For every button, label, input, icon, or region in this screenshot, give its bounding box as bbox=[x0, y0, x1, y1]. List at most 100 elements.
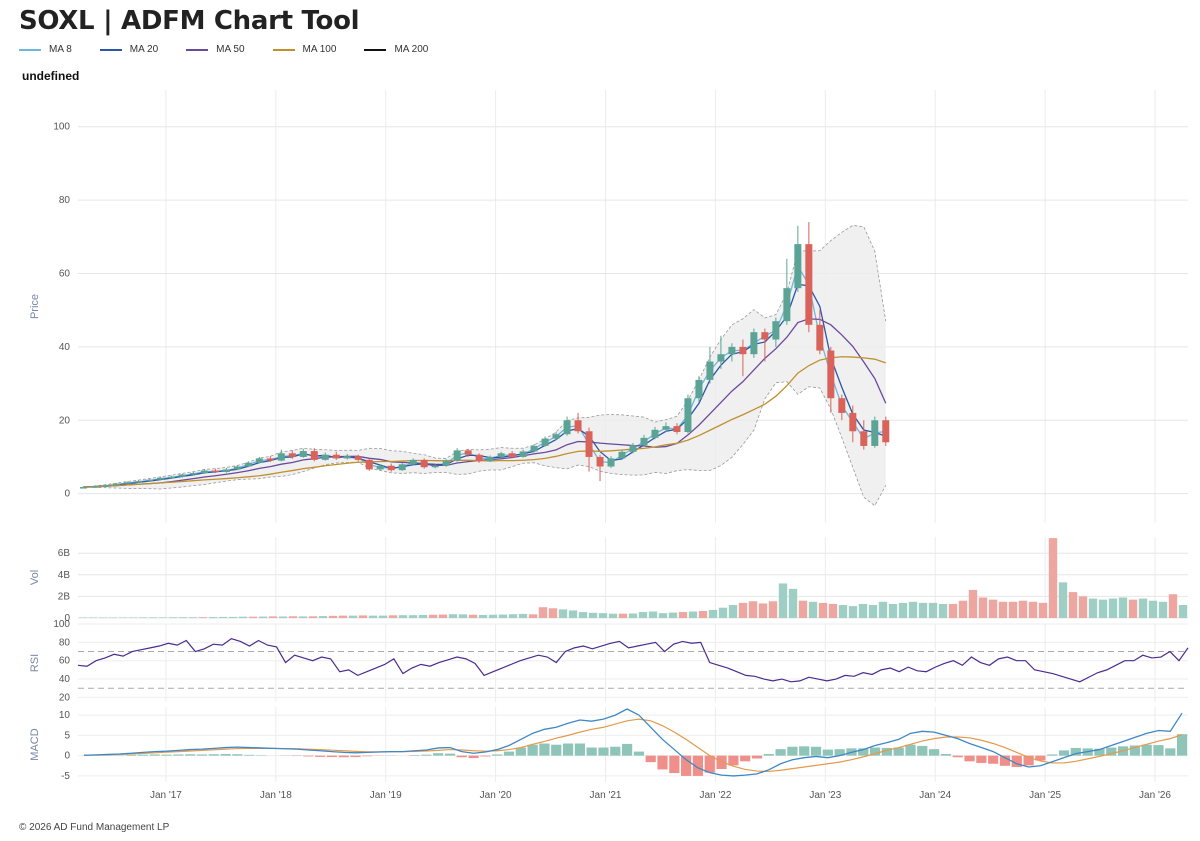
legend-item-ma100[interactable]: MA 100 bbox=[272, 44, 337, 55]
candle-body-down bbox=[420, 459, 428, 468]
macd-histogram-bar-positive bbox=[1058, 750, 1070, 756]
volume-bar-down bbox=[1048, 538, 1058, 618]
volume-bar-down bbox=[958, 600, 968, 618]
volume-bar-down bbox=[528, 614, 538, 618]
volume-bar-up bbox=[728, 605, 738, 618]
candle-body-up bbox=[486, 456, 494, 462]
x-tick-label: Jan '24 bbox=[919, 790, 951, 801]
candle-body-down bbox=[464, 450, 472, 455]
legend-swatch-ma100 bbox=[272, 48, 295, 51]
volume-tick-label: 0 bbox=[64, 613, 70, 624]
candle-body-up bbox=[101, 485, 109, 487]
legend-item-ma200[interactable]: MA 200 bbox=[364, 44, 428, 55]
candle-body-down bbox=[838, 398, 846, 413]
macd-axis-label: MACD bbox=[29, 728, 41, 760]
volume-bar-up bbox=[918, 602, 928, 618]
candle-body-up bbox=[189, 473, 197, 475]
macd-histogram-bar-positive bbox=[503, 751, 515, 756]
macd-histogram-bar-positive bbox=[905, 744, 916, 756]
macd-histogram-bar-positive bbox=[137, 754, 149, 756]
volume-bar-up bbox=[78, 617, 88, 618]
volume-bar-up bbox=[848, 606, 858, 618]
macd-histogram-bar-positive bbox=[810, 746, 822, 756]
candle-body-down bbox=[585, 431, 593, 457]
legend-label-ma100: MA 100 bbox=[302, 44, 337, 55]
volume-bar-up bbox=[578, 612, 588, 618]
macd-histogram-bar-positive bbox=[621, 743, 633, 756]
rsi-tick-label: 20 bbox=[59, 692, 71, 703]
legend-swatch-ma200 bbox=[364, 48, 387, 51]
macd-tick-label: -5 bbox=[61, 771, 70, 782]
volume-bar-up bbox=[178, 617, 188, 618]
legend-item-ma20[interactable]: MA 20 bbox=[99, 44, 158, 55]
candle-body-up bbox=[684, 398, 692, 432]
candle-body-up bbox=[794, 244, 802, 289]
candle-body-down bbox=[475, 454, 483, 462]
volume-bar-down bbox=[538, 607, 548, 618]
volume-bar-up bbox=[858, 603, 868, 618]
macd-histogram-bar-positive bbox=[149, 754, 160, 756]
macd-tick-label: 5 bbox=[64, 730, 70, 741]
volume-tick-label: 2B bbox=[58, 591, 71, 602]
candle-body-up bbox=[233, 466, 241, 470]
macd-histogram-bar-positive bbox=[1165, 748, 1176, 756]
candle-body-up bbox=[772, 321, 780, 340]
macd-histogram-bar-negative bbox=[326, 755, 337, 758]
macd-histogram-bar-positive bbox=[799, 746, 810, 756]
price-tick-label: 60 bbox=[59, 268, 71, 279]
price-axis-label: Price bbox=[29, 294, 41, 319]
legend-label-ma8: MA 8 bbox=[49, 44, 72, 55]
candle-body-up bbox=[255, 458, 263, 463]
candle-body-up bbox=[112, 483, 120, 486]
price-tick-label: 100 bbox=[53, 122, 70, 133]
candle-body-down bbox=[310, 451, 318, 460]
macd-histogram-bar-positive bbox=[185, 754, 196, 756]
volume-bar-up bbox=[88, 617, 98, 618]
candle-body-up bbox=[376, 465, 384, 470]
macd-histogram-bar-positive bbox=[1094, 748, 1105, 756]
macd-histogram-bar-positive bbox=[1153, 745, 1164, 756]
volume-bar-up bbox=[928, 602, 938, 618]
volume-bar-up bbox=[878, 601, 888, 618]
macd-histogram-bar-negative bbox=[952, 755, 963, 758]
chart-legend: MA 8 MA 20 MA 50 MA 100 MA 200 bbox=[19, 44, 456, 55]
volume-bar-up bbox=[318, 616, 328, 618]
ma50-line bbox=[83, 318, 887, 488]
x-tick-label: Jan '22 bbox=[699, 790, 731, 801]
volume-axis-label: Vol bbox=[29, 570, 41, 585]
x-tick-label: Jan '25 bbox=[1029, 790, 1061, 801]
macd-histogram-bar-negative bbox=[1011, 755, 1022, 767]
macd-histogram-bar-positive bbox=[763, 754, 774, 756]
macd-histogram-bar-positive bbox=[834, 749, 845, 756]
macd-histogram-bar-negative bbox=[1035, 755, 1046, 761]
candle-body-up bbox=[244, 462, 252, 467]
volume-bar-down bbox=[308, 616, 318, 618]
rsi-axis-label: RSI bbox=[29, 654, 41, 672]
volume-bar-up bbox=[348, 615, 358, 618]
legend-item-ma50[interactable]: MA 50 bbox=[186, 44, 245, 55]
legend-item-ma8[interactable]: MA 8 bbox=[19, 44, 72, 55]
legend-label-ma200: MA 200 bbox=[394, 44, 429, 55]
volume-bar-down bbox=[1038, 602, 1048, 618]
volume-bar-up bbox=[498, 614, 508, 618]
macd-histogram-bar-positive bbox=[1129, 745, 1140, 756]
macd-histogram-bar-positive bbox=[444, 753, 456, 756]
candle-body-up bbox=[299, 451, 307, 457]
volume-bar-down bbox=[548, 608, 558, 618]
candle-body-down bbox=[882, 420, 890, 443]
candle-body-up bbox=[200, 470, 208, 474]
volume-bar-up bbox=[1118, 597, 1128, 618]
candle-body-down bbox=[761, 332, 769, 340]
macd-histogram-bar-negative bbox=[740, 755, 751, 762]
rsi-tick-label: 100 bbox=[53, 619, 70, 630]
macd-histogram-bar-positive bbox=[1047, 754, 1058, 756]
price-tick-label: 20 bbox=[59, 415, 71, 426]
volume-bar-up bbox=[1178, 605, 1188, 618]
volume-bar-up bbox=[778, 583, 788, 618]
volume-bar-up bbox=[238, 616, 248, 618]
candle-body-down bbox=[673, 426, 681, 432]
macd-histogram-bar-positive bbox=[421, 754, 432, 756]
page-title: SOXL | ADFM Chart Tool bbox=[19, 6, 360, 36]
candle-body-up bbox=[277, 453, 285, 461]
